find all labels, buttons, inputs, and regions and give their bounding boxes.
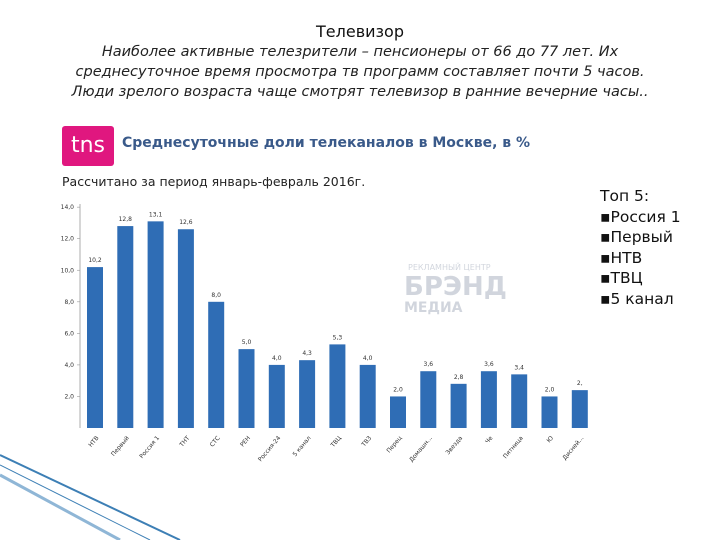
value-label: 2, [577, 380, 583, 387]
watermark-main: БРЭНД [404, 272, 507, 302]
watermark-bottom: МЕДИА [404, 300, 463, 316]
list-title: Топ 5: [600, 187, 650, 205]
y-tick-label: 6,0 [64, 330, 74, 337]
bar [299, 360, 316, 428]
text-line: среднесуточное время просмотра тв програ… [75, 64, 645, 80]
bar [87, 267, 103, 428]
value-label: 5,3 [333, 334, 343, 341]
value-label: 8,0 [211, 292, 221, 299]
value-label: 2,0 [393, 386, 403, 393]
bar [420, 371, 437, 428]
value-label: 4,0 [363, 355, 373, 362]
value-label: 13,1 [149, 211, 163, 218]
value-label: 3,6 [424, 361, 434, 368]
y-tick-label: 14,0 [61, 204, 75, 211]
text-line: Наиболее активные телезрители – пенсионе… [101, 44, 619, 60]
bar [511, 374, 528, 428]
bar [329, 344, 346, 428]
value-label: 10,2 [88, 257, 102, 264]
value-label: 12,6 [179, 219, 193, 226]
value-label: 3,6 [484, 361, 494, 368]
y-tick-label: 2,0 [64, 393, 74, 400]
value-label: 5,0 [242, 339, 252, 346]
watermark: РЕКЛАМНЫЙ ЦЕНТР БРЭНД МЕДИА [404, 261, 507, 316]
slide-text: Наиболее активные телезрители – пенсионе… [0, 42, 720, 102]
x-tick-label: Че [484, 435, 495, 446]
list-item: 5 канал [600, 289, 681, 310]
bar [390, 396, 406, 428]
chart-subtitle: Рассчитано за период январь-февраль 2016… [62, 174, 365, 189]
text-line: Люди зрелого возраста чаще смотрят телев… [71, 84, 649, 100]
value-label: 4,0 [272, 355, 282, 362]
logo: tns [71, 133, 105, 158]
value-label: 3,4 [514, 364, 524, 371]
bar [571, 390, 588, 428]
value-label: 2,0 [545, 386, 555, 393]
y-tick-label: 8,0 [64, 299, 74, 306]
list-item: НТВ [600, 248, 681, 269]
y-tick-label: 10,0 [61, 267, 75, 274]
chart-bg [57, 118, 597, 463]
watermark-top: РЕКЛАМНЫЙ ЦЕНТР [408, 261, 491, 272]
chart-title: Среднесуточные доли телеканалов в Москве… [122, 135, 530, 151]
y-tick-label: 12,0 [61, 236, 75, 243]
decor [0, 454, 181, 540]
x-tick-label: Ю [546, 434, 556, 444]
bar [117, 226, 134, 428]
value-label: 4,3 [302, 350, 312, 357]
bar [359, 364, 376, 428]
slide-title: Телевизор [316, 22, 404, 41]
y-tick-label: 4,0 [64, 362, 74, 369]
bar [480, 371, 497, 428]
top-list: Топ 5: Россия 1 Первый НТВ ТВЦ 5 канал [600, 186, 681, 309]
bar [177, 229, 194, 428]
value-label: 2,8 [454, 374, 464, 381]
bar [238, 349, 255, 428]
bar [450, 383, 467, 428]
bar [147, 221, 164, 428]
list-item: Первый [600, 227, 681, 248]
bar [268, 364, 285, 428]
list-item: ТВЦ [600, 268, 681, 289]
logo-box [62, 126, 114, 166]
value-label: 12,8 [119, 216, 133, 223]
list-item: Россия 1 [600, 207, 681, 228]
bar [208, 301, 225, 428]
bar [541, 396, 558, 428]
